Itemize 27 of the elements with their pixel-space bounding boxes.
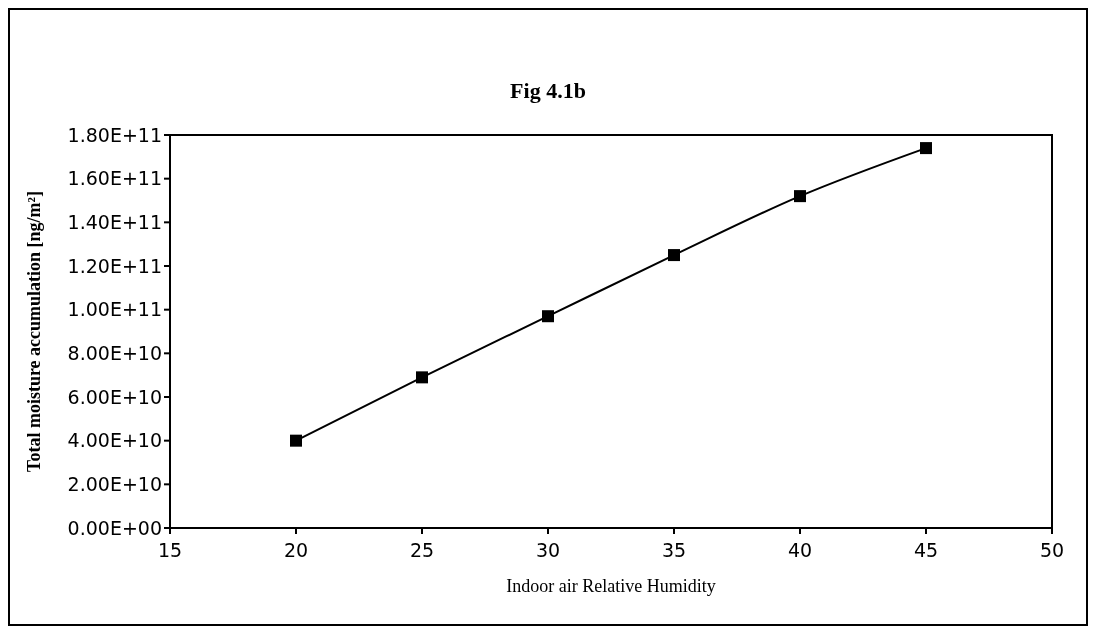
point [920, 142, 932, 155]
y-tick-label: 1.60E+11 [67, 167, 162, 190]
x-tick-label: 15 [157, 539, 183, 562]
x-tick-label: 20 [283, 539, 309, 562]
point [794, 190, 806, 203]
x-tick-label: 40 [787, 539, 813, 562]
x-tick-label: 25 [409, 539, 435, 562]
point [668, 249, 680, 262]
point [290, 434, 302, 447]
x-tick-label: 50 [1039, 539, 1065, 562]
point [542, 310, 554, 323]
y-tick-label: 1.00E+11 [67, 298, 162, 321]
y-tick-label: 2.00E+10 [67, 473, 162, 496]
x-axis-title: Indoor air Relative Humidity [506, 576, 716, 596]
y-tick-label: 1.20E+11 [67, 254, 162, 277]
y-tick-label: 4.00E+10 [67, 429, 162, 452]
y-tick-label: 6.00E+10 [67, 385, 162, 408]
x-tick-label: 35 [661, 539, 687, 562]
x-tick-label: 45 [913, 539, 939, 562]
y-tick-label: 1.80E+11 [67, 123, 162, 146]
y-tick-label: 8.00E+10 [67, 342, 162, 365]
chart-title: Fig 4.1b [509, 78, 587, 104]
point [416, 371, 428, 384]
x-tick-label: 30 [535, 539, 561, 562]
y-tick-label: 1.40E+11 [67, 211, 162, 234]
y-axis-title: Total moisture accumulation [ng/m²] [24, 191, 44, 472]
y-tick-label: 0.00E+00 [67, 516, 162, 539]
